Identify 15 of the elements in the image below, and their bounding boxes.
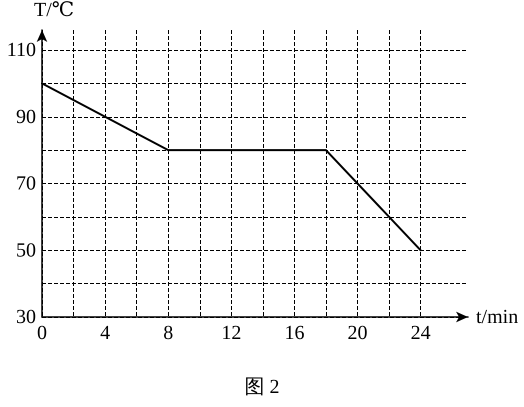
x-tick-label: 8 [163,322,174,344]
x-tick-label: 4 [100,322,110,344]
y-tick-label: 90 [16,106,36,128]
x-tick-label: 24 [410,322,431,344]
caption: 图 2 [244,376,280,398]
x-tick-label: 20 [348,322,368,344]
x-tick-label: 12 [221,322,242,344]
x-tick-label: 16 [284,322,304,344]
x-axis-title: t/min [476,306,518,328]
y-tick-label: 30 [16,306,36,328]
y-tick-label: 110 [6,39,36,62]
y-tick-label: 50 [16,239,36,262]
x-tick-label: 0 [37,322,47,344]
y-axis-title: T/℃ [34,0,74,21]
y-tick-label: 70 [16,172,36,195]
